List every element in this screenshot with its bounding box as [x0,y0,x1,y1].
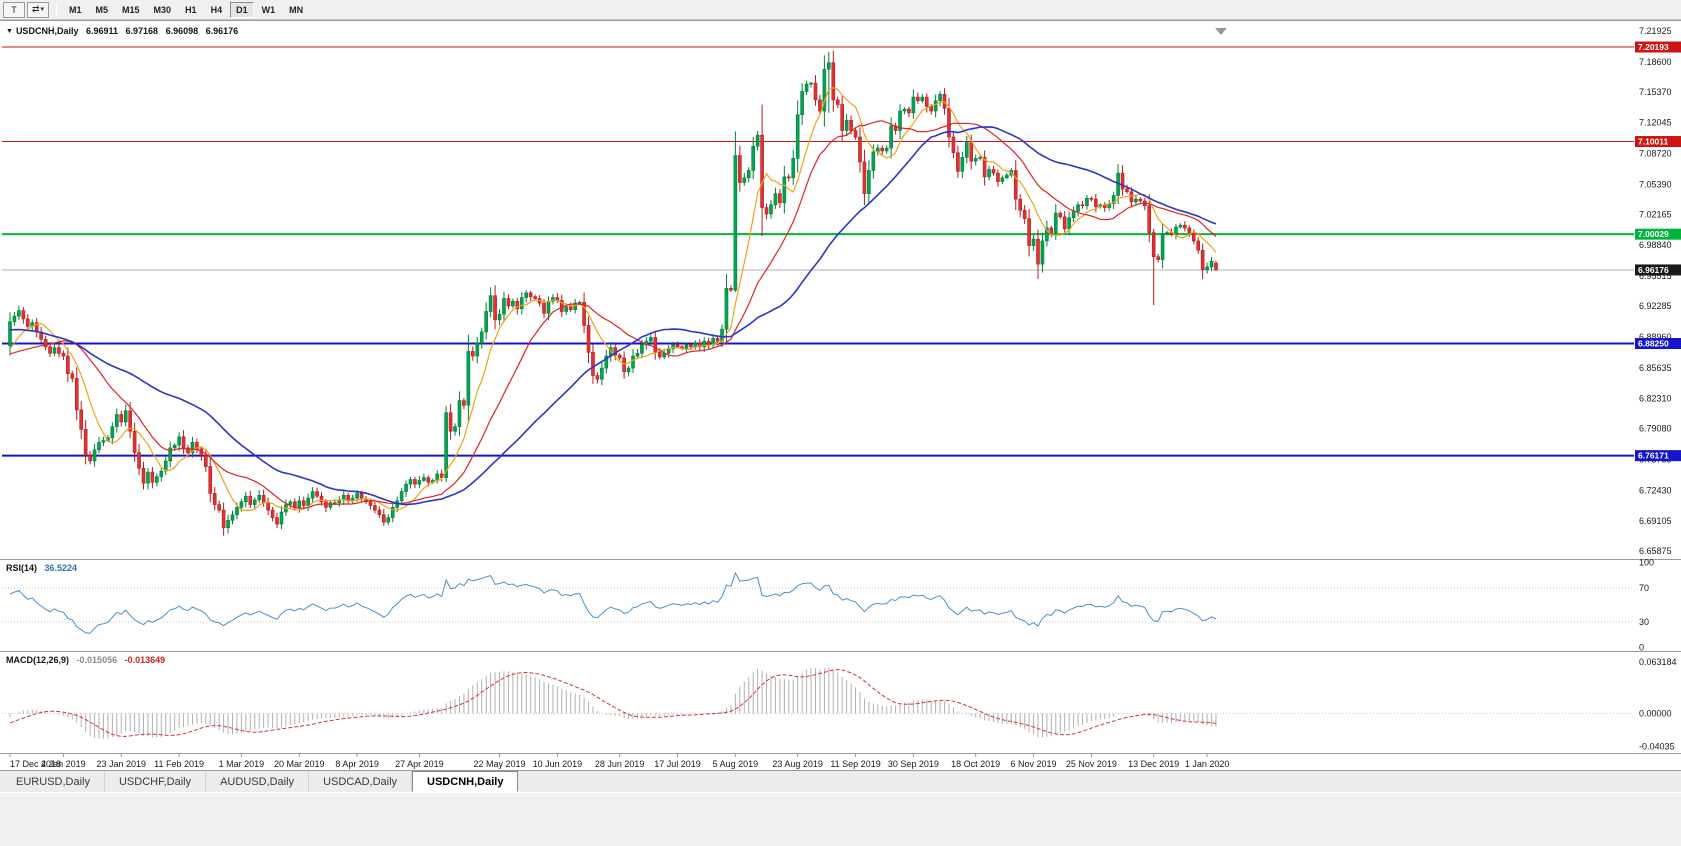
indicator-level-lines [2,587,1634,714]
svg-text:7.02165: 7.02165 [1639,209,1672,219]
svg-text:6.65875: 6.65875 [1639,546,1672,556]
svg-text:23 Jan 2019: 23 Jan 2019 [96,759,146,769]
timeframe-button-mn[interactable]: MN [283,2,309,18]
svg-text:18 Oct 2019: 18 Oct 2019 [951,759,1000,769]
horizontal-level-lines [2,46,1634,457]
svg-text:20 Mar 2019: 20 Mar 2019 [274,759,325,769]
svg-text:6.69105: 6.69105 [1639,516,1672,526]
tab-usdcnh-daily[interactable]: USDCNH,Daily [412,771,519,792]
svg-text:100: 100 [1639,558,1654,568]
svg-text:11 Sep 2019: 11 Sep 2019 [830,759,880,769]
timeframe-buttons: M1 M5 M15 M30 H1 H4 D1 W1 MN [62,1,310,18]
svg-text:6.82310: 6.82310 [1639,394,1672,404]
svg-text:6.76171: 6.76171 [1638,451,1669,461]
chart-tabs: EURUSD,Daily USDCHF,Daily AUDUSD,Daily USDC… [0,770,1681,792]
candlestick-series [8,50,1218,536]
svg-text:17 Jul 2019: 17 Jul 2019 [654,759,701,769]
timeframe-selector-button[interactable]: ⇄ ▾ [27,1,49,18]
rsi-line [9,571,1217,634]
svg-text:6.88250: 6.88250 [1638,339,1669,349]
svg-text:-0.04035: -0.04035 [1639,741,1675,751]
macd-histogram [9,667,1217,739]
svg-text:6.92285: 6.92285 [1639,301,1672,311]
svg-text:30: 30 [1639,617,1649,627]
svg-text:11 Feb 2019: 11 Feb 2019 [154,759,204,769]
chart-shift-marker [1215,28,1227,35]
timeframe-button-m30[interactable]: M30 [148,2,178,18]
chart-template-button[interactable]: T [3,1,25,18]
svg-text:10 Jun 2019: 10 Jun 2019 [533,759,583,769]
svg-text:6.96176: 6.96176 [1638,265,1669,275]
tab-eurusd-daily[interactable]: EURUSD,Daily [2,771,105,792]
svg-text:7.15370: 7.15370 [1639,87,1672,97]
svg-text:5 Aug 2019: 5 Aug 2019 [713,759,759,769]
svg-text:28 Jun 2019: 28 Jun 2019 [595,759,645,769]
svg-text:6.95515: 6.95515 [1639,271,1672,281]
tab-audusd-daily[interactable]: AUDUSD,Daily [206,771,310,792]
svg-text:7.12045: 7.12045 [1639,118,1672,128]
svg-text:6.72430: 6.72430 [1639,485,1672,495]
timeframe-button-m15[interactable]: M15 [116,2,146,18]
tab-usdchf-daily[interactable]: USDCHF,Daily [105,771,207,792]
price-axis[interactable]: 7.21925 7.18600 7.15370 7.12045 7.08720 7.053… [1639,26,1677,751]
timeframe-button-m5[interactable]: M5 [90,2,115,18]
chart-toolbar: T ⇄ ▾ M1 M5 M15 M30 H1 H4 D1 W1 MN [0,0,1681,20]
svg-text:8 Apr 2019: 8 Apr 2019 [335,759,379,769]
svg-text:13 Dec 2019: 13 Dec 2019 [1128,759,1179,769]
timeframe-button-h4[interactable]: H4 [205,2,229,18]
svg-text:0.00000: 0.00000 [1639,708,1672,718]
panel-separators [0,559,1681,754]
svg-text:7.18600: 7.18600 [1639,57,1672,67]
svg-text:1 Jan 2020: 1 Jan 2020 [1185,759,1230,769]
price-axis-badges: 7.20193 7.10011 7.00029 6.88250 6.76171 6.961… [1635,41,1681,462]
chart-window[interactable]: 7.21925 7.18600 7.15370 7.12045 7.08720 7.053… [0,20,1681,770]
svg-text:1 Mar 2019: 1 Mar 2019 [219,759,265,769]
template-icon: T [11,4,17,15]
svg-text:6 Nov 2019: 6 Nov 2019 [1011,759,1057,769]
timeframe-button-d1[interactable]: D1 [230,1,254,18]
svg-text:6.85635: 6.85635 [1639,363,1672,373]
timeframe-button-w1[interactable]: W1 [256,2,282,18]
timeframe-button-m1[interactable]: M1 [63,2,88,18]
tab-usdcad-daily[interactable]: USDCAD,Daily [309,771,413,792]
chart-canvas[interactable]: 7.21925 7.18600 7.15370 7.12045 7.08720 7.053… [0,21,1681,770]
status-bar [0,792,1681,846]
svg-text:6.88960: 6.88960 [1639,332,1672,342]
svg-text:70: 70 [1639,583,1649,593]
svg-text:27 Apr 2019: 27 Apr 2019 [395,759,444,769]
svg-text:7.08720: 7.08720 [1639,149,1672,159]
svg-text:7.05390: 7.05390 [1639,179,1672,189]
timeframe-button-h1[interactable]: H1 [179,2,203,18]
dropdown-caret-icon: ▾ [40,6,45,13]
svg-text:0: 0 [1639,642,1644,652]
svg-text:6.79080: 6.79080 [1639,424,1672,434]
svg-text:0.063184: 0.063184 [1639,657,1677,667]
arrows-icon: ⇄ [31,4,40,14]
svg-text:4 Jan 2019: 4 Jan 2019 [41,759,86,769]
svg-text:7.21925: 7.21925 [1639,26,1672,36]
svg-text:7.20193: 7.20193 [1638,42,1669,52]
svg-text:23 Aug 2019: 23 Aug 2019 [772,759,823,769]
svg-text:25 Nov 2019: 25 Nov 2019 [1066,759,1117,769]
svg-text:7.00029: 7.00029 [1638,229,1669,239]
svg-text:30 Sep 2019: 30 Sep 2019 [888,759,939,769]
svg-text:7.10011: 7.10011 [1638,137,1669,147]
toolbar-separator [56,2,57,17]
svg-text:22 May 2019: 22 May 2019 [473,759,525,769]
moving-average-20 [9,120,1217,509]
macd-signal-line [9,669,1217,737]
svg-text:17 Dec 2018: 17 Dec 2018 [10,759,61,769]
moving-average-45 [9,126,1217,506]
svg-text:6.98840: 6.98840 [1639,240,1672,250]
